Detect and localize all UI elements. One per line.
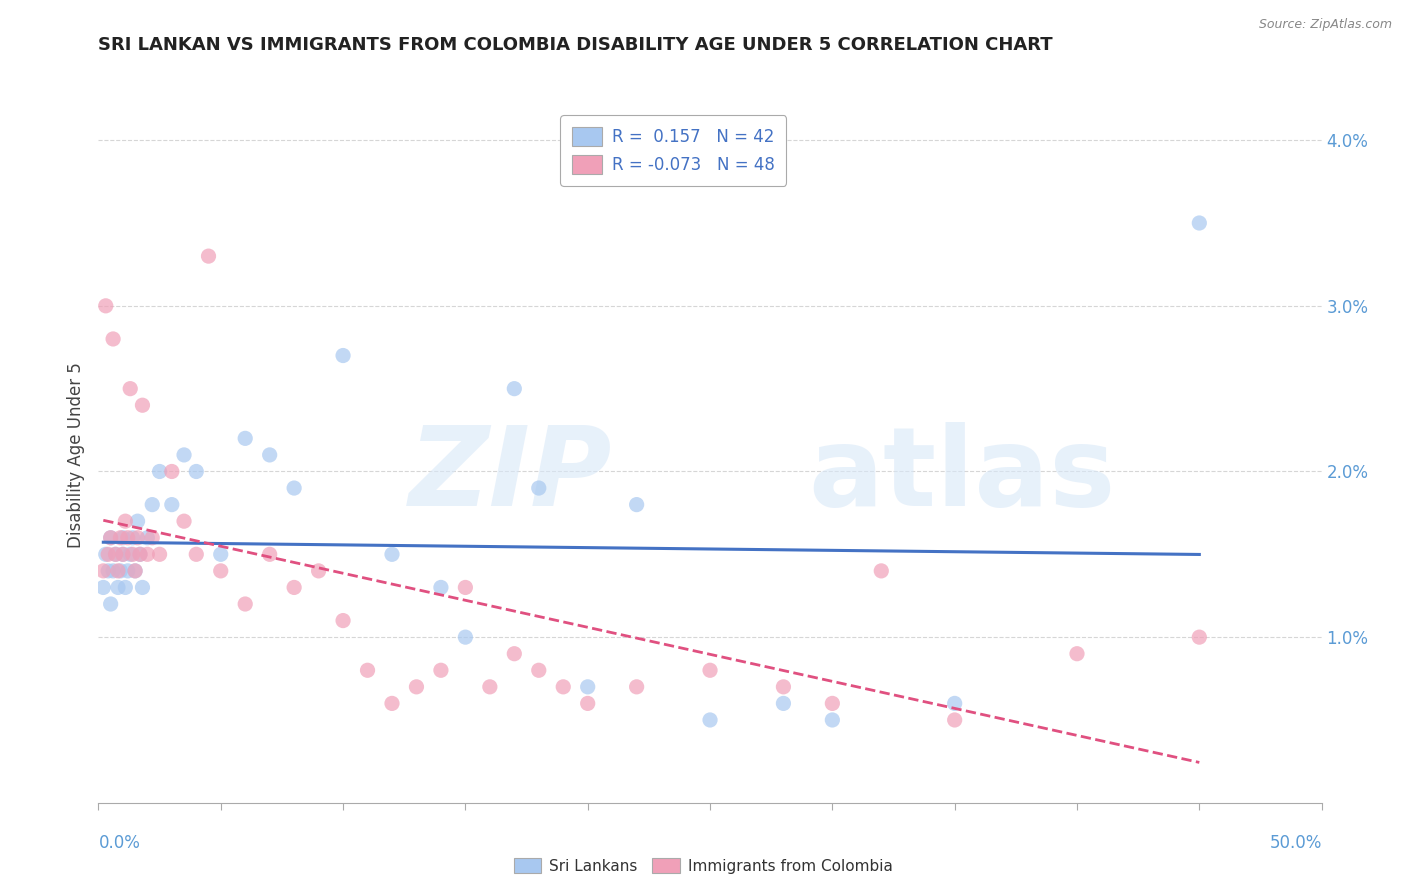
Point [149, 465, 172, 479]
Point [772, 680, 794, 694]
Point [94, 299, 117, 313]
Text: 50.0%: 50.0% [1270, 834, 1322, 852]
Point [870, 564, 893, 578]
Point [111, 547, 134, 561]
Point [136, 531, 159, 545]
Point [91, 564, 114, 578]
Point [129, 547, 152, 561]
Point [101, 564, 124, 578]
Point [283, 581, 305, 595]
Point [114, 514, 136, 528]
Point [117, 564, 139, 578]
Point [111, 547, 134, 561]
Point [131, 398, 153, 412]
Point [503, 382, 526, 396]
Point [1188, 216, 1211, 230]
Point [141, 498, 163, 512]
Text: ZIP: ZIP [409, 422, 612, 529]
Point [136, 547, 159, 561]
Point [699, 713, 721, 727]
Text: 0.0%: 0.0% [98, 834, 141, 852]
Point [233, 431, 256, 445]
Point [110, 531, 132, 545]
Point [110, 564, 132, 578]
Point [127, 514, 149, 528]
Point [259, 448, 281, 462]
Point [186, 465, 208, 479]
Point [91, 581, 114, 595]
Point [120, 382, 142, 396]
Point [527, 663, 550, 677]
Text: atlas: atlas [808, 422, 1115, 529]
Point [129, 547, 152, 561]
Point [332, 349, 354, 363]
Legend: Sri Lankans, Immigrants from Colombia: Sri Lankans, Immigrants from Colombia [508, 852, 898, 880]
Point [124, 564, 146, 578]
Point [430, 581, 453, 595]
Point [626, 498, 648, 512]
Legend: R =  0.157   N = 42, R = -0.073   N = 48: R = 0.157 N = 42, R = -0.073 N = 48 [560, 115, 786, 186]
Point [149, 547, 172, 561]
Point [209, 547, 232, 561]
Point [772, 697, 794, 711]
Point [332, 614, 354, 628]
Point [405, 680, 427, 694]
Point [430, 663, 453, 677]
Point [943, 697, 966, 711]
Point [699, 663, 721, 677]
Point [101, 332, 124, 346]
Point [821, 697, 844, 711]
Point [124, 564, 146, 578]
Point [131, 581, 153, 595]
Point [104, 547, 127, 561]
Point [160, 465, 183, 479]
Point [97, 564, 120, 578]
Point [107, 564, 129, 578]
Point [821, 713, 844, 727]
Point [576, 697, 599, 711]
Point [454, 630, 477, 644]
Y-axis label: Disability Age Under 5: Disability Age Under 5 [66, 362, 84, 548]
Point [503, 647, 526, 661]
Point [626, 680, 648, 694]
Point [117, 531, 139, 545]
Point [1188, 630, 1211, 644]
Point [94, 547, 117, 561]
Point [104, 547, 127, 561]
Point [576, 680, 599, 694]
Point [97, 547, 120, 561]
Text: Source: ZipAtlas.com: Source: ZipAtlas.com [1258, 18, 1392, 31]
Point [121, 547, 143, 561]
Point [160, 498, 183, 512]
Point [943, 713, 966, 727]
Point [100, 531, 122, 545]
Point [173, 514, 195, 528]
Point [127, 531, 149, 545]
Point [527, 481, 550, 495]
Point [114, 581, 136, 595]
Point [111, 531, 134, 545]
Point [100, 597, 122, 611]
Point [100, 531, 122, 545]
Point [233, 597, 256, 611]
Point [283, 481, 305, 495]
Point [553, 680, 575, 694]
Point [197, 249, 219, 263]
Point [186, 547, 208, 561]
Point [107, 581, 129, 595]
Point [121, 531, 143, 545]
Point [454, 581, 477, 595]
Point [209, 564, 232, 578]
Point [120, 547, 142, 561]
Point [356, 663, 378, 677]
Point [478, 680, 501, 694]
Point [308, 564, 330, 578]
Point [141, 531, 163, 545]
Point [259, 547, 281, 561]
Text: SRI LANKAN VS IMMIGRANTS FROM COLOMBIA DISABILITY AGE UNDER 5 CORRELATION CHART: SRI LANKAN VS IMMIGRANTS FROM COLOMBIA D… [98, 36, 1053, 54]
Point [1066, 647, 1088, 661]
Point [173, 448, 195, 462]
Point [381, 547, 404, 561]
Point [381, 697, 404, 711]
